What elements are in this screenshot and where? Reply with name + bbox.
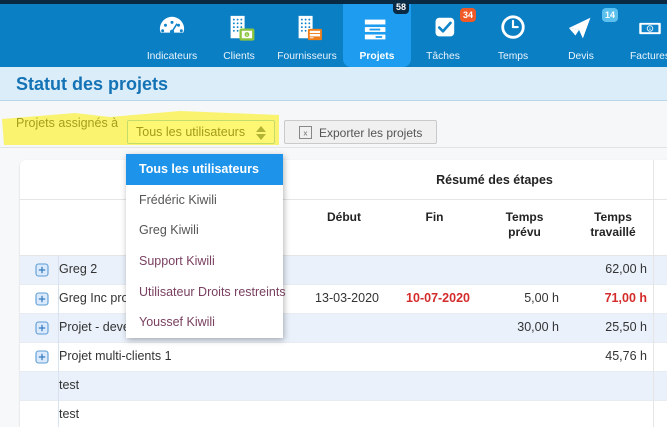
svg-text:1: 1 [246,33,248,37]
svg-text:x: x [303,131,307,138]
svg-text:1: 1 [649,27,651,31]
